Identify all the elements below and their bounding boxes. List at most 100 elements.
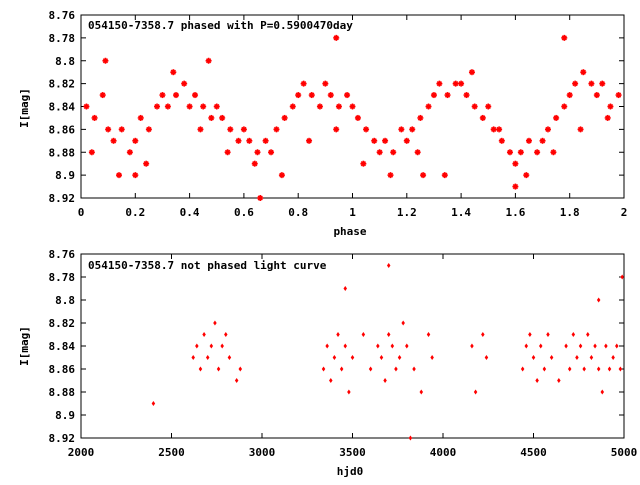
phased-data-point bbox=[463, 92, 470, 99]
phased-x-tick-label: 0.6 bbox=[234, 206, 254, 219]
phased-y-tick-label: 8.86 bbox=[49, 123, 76, 136]
phased-data-point bbox=[327, 92, 334, 99]
unphased-data-point bbox=[589, 355, 594, 360]
unphased-data-point bbox=[227, 355, 232, 360]
phased-data-point bbox=[137, 114, 144, 121]
phased-data-point bbox=[525, 137, 532, 144]
phased-data-point bbox=[208, 114, 215, 121]
unphased-data-point bbox=[368, 366, 373, 372]
phased-y-tick-label: 8.8 bbox=[55, 55, 75, 68]
unphased-data-point bbox=[600, 389, 605, 395]
unphased-data-point bbox=[401, 320, 405, 326]
phased-data-point bbox=[349, 103, 356, 110]
phased-data-point bbox=[577, 126, 584, 133]
unphased-x-ticks: 2000 2500 3000 3500 4000 4500 5000 bbox=[68, 254, 638, 459]
unphased-y-tick-label: 8.88 bbox=[49, 386, 76, 399]
unphased-data-point bbox=[620, 274, 624, 280]
unphased-data-point bbox=[412, 366, 416, 372]
phased-data-point bbox=[227, 126, 234, 133]
phased-data-point bbox=[523, 172, 530, 179]
phased-data-point bbox=[219, 114, 226, 121]
unphased-data-point bbox=[224, 332, 228, 337]
unphased-data-point bbox=[611, 355, 615, 360]
phased-x-tick-label: 2 bbox=[621, 206, 628, 219]
phased-data-point bbox=[561, 103, 568, 110]
unphased-data-point bbox=[542, 366, 547, 372]
phased-data-point bbox=[281, 114, 288, 121]
phased-data-point bbox=[322, 80, 329, 87]
phased-data-point bbox=[553, 114, 560, 121]
phased-data-point bbox=[154, 103, 161, 110]
phased-data-point bbox=[246, 137, 253, 144]
unphased-data-point bbox=[386, 263, 391, 268]
unphased-x-tick-label: 2000 bbox=[68, 446, 95, 459]
phased-x-tick-label: 1.4 bbox=[451, 206, 471, 219]
phased-data-point bbox=[452, 80, 459, 87]
phased-y-tick-label: 8.76 bbox=[49, 9, 76, 22]
unphased-plot-frame bbox=[80, 253, 625, 439]
phased-data-point bbox=[534, 149, 541, 156]
phased-data-point bbox=[88, 149, 95, 156]
unphased-data-point bbox=[520, 366, 525, 372]
unphased-data-point bbox=[325, 343, 329, 349]
unphased-data-point bbox=[405, 343, 409, 349]
unphased-y-tick-label: 8.86 bbox=[49, 363, 76, 376]
unphased-data-point bbox=[567, 366, 572, 372]
unphased-data-point bbox=[593, 343, 597, 349]
phased-data-point bbox=[458, 80, 465, 87]
phased-data-point bbox=[615, 92, 622, 99]
phased-y-tick-label: 8.9 bbox=[55, 169, 75, 182]
phased-data-point bbox=[496, 126, 503, 133]
phased-y-tick-label: 8.82 bbox=[49, 78, 76, 91]
phased-data-point bbox=[390, 149, 397, 156]
phased-data-point bbox=[316, 103, 323, 110]
phased-data-point bbox=[333, 126, 340, 133]
unphased-data-point bbox=[546, 332, 550, 337]
phased-data-point bbox=[289, 103, 296, 110]
phased-data-point bbox=[376, 149, 383, 156]
phased-data-point bbox=[479, 114, 486, 121]
unphased-data-point bbox=[209, 343, 214, 349]
phased-data-point bbox=[116, 172, 123, 179]
phased-data-point bbox=[197, 126, 204, 133]
phased-data-points bbox=[83, 34, 622, 201]
phased-data-point bbox=[132, 172, 139, 179]
unphased-data-point bbox=[586, 332, 590, 337]
phased-data-point bbox=[308, 92, 315, 99]
phased-data-point bbox=[235, 137, 242, 144]
phased-x-tick-label: 1 bbox=[349, 206, 356, 219]
unphased-data-points bbox=[151, 263, 624, 441]
unphased-x-tick-label: 5000 bbox=[611, 446, 638, 459]
unphased-data-point bbox=[430, 355, 434, 360]
phased-x-tick-label: 1.6 bbox=[505, 206, 525, 219]
phased-data-point bbox=[403, 137, 410, 144]
unphased-x-tick-label: 4000 bbox=[430, 446, 457, 459]
phased-data-point bbox=[164, 103, 171, 110]
unphased-y-tick-label: 8.84 bbox=[49, 340, 76, 353]
phased-data-point bbox=[436, 80, 443, 87]
phased-data-point bbox=[181, 80, 188, 87]
phased-data-point bbox=[550, 149, 557, 156]
phased-data-point bbox=[382, 137, 389, 144]
phased-data-point bbox=[544, 126, 551, 133]
phased-data-point bbox=[417, 114, 424, 121]
unphased-data-point bbox=[615, 343, 619, 349]
unphased-x-axis-label: hjd0 bbox=[337, 465, 364, 478]
phased-data-point bbox=[105, 126, 112, 133]
unphased-data-point bbox=[379, 355, 384, 360]
phased-data-point bbox=[83, 103, 90, 110]
phased-data-point bbox=[173, 92, 180, 99]
phased-data-point bbox=[300, 80, 307, 87]
phased-data-point bbox=[224, 149, 231, 156]
unphased-x-tick-label: 4500 bbox=[520, 446, 547, 459]
unphased-data-point bbox=[383, 378, 387, 383]
phased-data-point bbox=[539, 137, 546, 144]
unphased-data-point bbox=[575, 355, 579, 360]
phased-data-point bbox=[512, 160, 519, 167]
unphased-data-point bbox=[321, 366, 326, 372]
phased-data-point bbox=[414, 149, 421, 156]
unphased-data-point bbox=[361, 332, 366, 337]
phased-data-point bbox=[588, 80, 595, 87]
phased-x-ticks: 0 0.2 0.4 0.6 0.8 1 1.2 1.4 1.6 1.8 2 bbox=[78, 15, 628, 219]
